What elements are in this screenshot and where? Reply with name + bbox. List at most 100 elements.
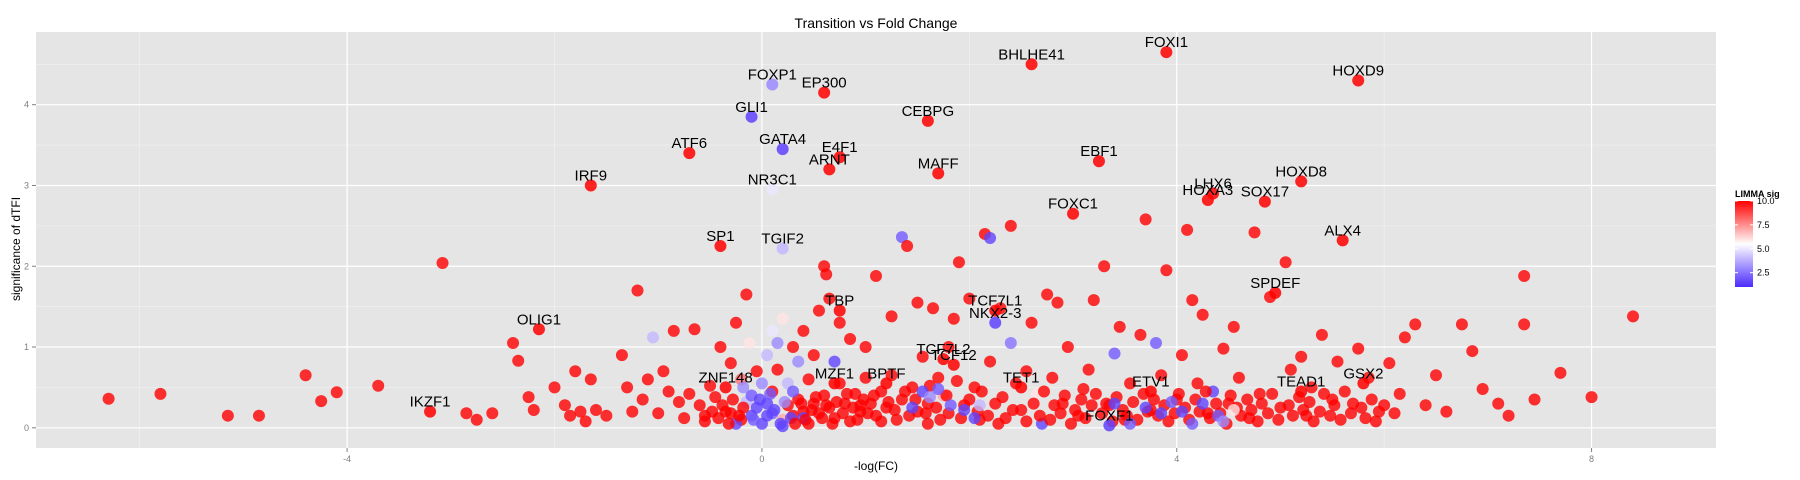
- data-point: [574, 405, 587, 418]
- chart-title: Transition vs Fold Change: [795, 15, 958, 31]
- data-point: [1518, 269, 1531, 282]
- legend-tick-label: 10.0: [1757, 196, 1775, 206]
- data-point: [919, 407, 932, 420]
- data-point: [888, 404, 901, 417]
- data-point: [753, 393, 766, 406]
- data-point: [548, 381, 561, 394]
- data-point: [947, 312, 960, 325]
- data-point: [795, 397, 808, 410]
- data-point: [1058, 389, 1071, 402]
- data-point: [984, 355, 997, 368]
- data-point: [750, 365, 763, 378]
- data-point: [512, 354, 525, 367]
- data-point: [932, 383, 945, 396]
- data-point-labeled: [714, 240, 727, 253]
- plot-area: -4 0 4 8 0 1 2 3 4 FOXI1 BHLHE41 HOXD9 FOXP1 EP300 GLI…: [24, 32, 1716, 464]
- data-point: [927, 302, 940, 315]
- data-point: [1217, 415, 1230, 428]
- point-label: OLIG1: [517, 311, 561, 328]
- data-point-labeled: [880, 377, 893, 390]
- data-point: [584, 373, 597, 386]
- data-point: [771, 363, 784, 376]
- data-point: [940, 389, 953, 402]
- data-point: [1210, 397, 1223, 410]
- data-point: [726, 393, 739, 406]
- data-point: [859, 371, 872, 384]
- data-point: [1297, 404, 1310, 417]
- data-point-labeled: [1103, 419, 1116, 432]
- data-point-labeled: [989, 304, 1002, 317]
- data-point: [1328, 399, 1341, 412]
- data-point: [1440, 405, 1453, 418]
- point-label: FOXI1: [1145, 34, 1188, 51]
- data-point-labeled: [828, 377, 841, 390]
- data-point: [102, 392, 115, 405]
- data-point: [299, 369, 312, 382]
- data-point: [460, 407, 473, 420]
- point-label: IKZF1: [410, 394, 451, 411]
- data-point-labeled: [683, 147, 696, 160]
- data-point: [730, 316, 742, 329]
- data-point: [776, 420, 789, 433]
- data-point: [761, 349, 774, 362]
- data-point: [590, 404, 602, 417]
- data-point: [1476, 383, 1489, 396]
- data-point: [952, 256, 965, 269]
- data-point: [1051, 296, 1064, 309]
- data-point: [1196, 397, 1209, 410]
- data-point: [737, 381, 750, 394]
- data-point: [1286, 409, 1299, 422]
- data-point: [579, 415, 592, 428]
- data-point: [1585, 391, 1598, 404]
- data-point: [1100, 397, 1113, 410]
- point-label: MZF1: [815, 365, 854, 382]
- point-label: HOXA3: [1182, 182, 1233, 199]
- data-point: [507, 336, 520, 349]
- data-point: [615, 349, 628, 362]
- data-point: [1054, 407, 1067, 420]
- data-point: [1466, 345, 1479, 358]
- data-point: [1046, 371, 1059, 384]
- data-point: [716, 399, 729, 412]
- data-point: [942, 341, 955, 354]
- data-point: [1077, 383, 1090, 396]
- data-point: [724, 357, 737, 370]
- data-point: [252, 409, 265, 422]
- data-point: [823, 292, 836, 305]
- data-point: [787, 341, 800, 354]
- data-point: [662, 385, 675, 398]
- data-point: [1108, 347, 1121, 360]
- data-point-labeled: [1025, 58, 1038, 71]
- data-point: [1134, 328, 1147, 341]
- data-point: [522, 391, 535, 404]
- data-point: [828, 355, 841, 368]
- y-tick-label: 1: [24, 342, 29, 352]
- data-point: [154, 387, 167, 400]
- data-point-labeled: [932, 167, 945, 180]
- data-point: [1162, 415, 1175, 428]
- x-tick-label: 0: [759, 454, 764, 464]
- data-point-labeled: [532, 323, 545, 336]
- point-label: E4F1: [822, 139, 858, 156]
- point-label: SPDEF: [1250, 275, 1300, 292]
- data-point-labeled: [823, 163, 836, 176]
- data-point: [1124, 417, 1137, 430]
- data-point: [1025, 316, 1038, 329]
- data-point: [984, 231, 997, 244]
- data-point: [714, 341, 727, 354]
- data-point: [963, 292, 976, 305]
- point-label: ETV1: [1132, 373, 1170, 390]
- y-axis-title: significance of dTFI: [9, 197, 23, 301]
- point-label: TCF7L2: [916, 341, 970, 358]
- data-point-labeled: [1295, 175, 1308, 188]
- data-point: [973, 399, 986, 412]
- data-point: [1313, 405, 1326, 418]
- data-point: [1004, 336, 1017, 349]
- data-point: [1098, 260, 1111, 273]
- data-point: [820, 268, 833, 281]
- data-point: [1155, 407, 1168, 420]
- x-tick-label: -4: [343, 454, 351, 464]
- data-point: [1355, 401, 1368, 414]
- data-point: [470, 413, 483, 426]
- data-point: [923, 391, 936, 404]
